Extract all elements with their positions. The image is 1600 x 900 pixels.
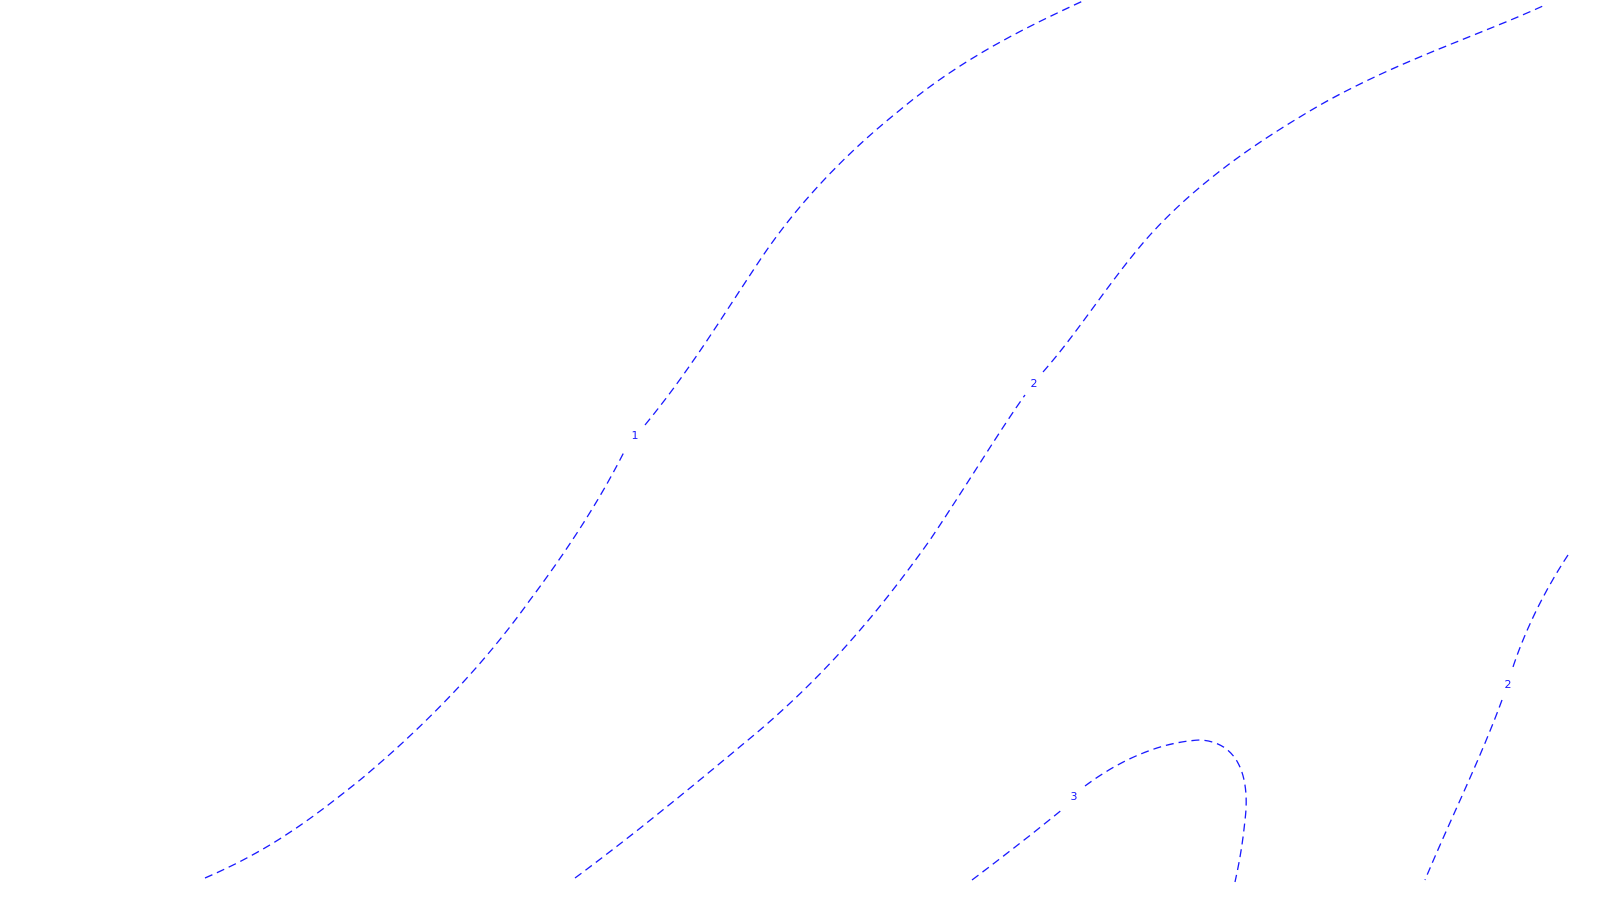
contour-path-2-right (1511, 554, 1569, 671)
contour-path-2 (574, 394, 1026, 879)
contour-label-2: 2 (1031, 377, 1038, 390)
contour-line-2: 2 (574, 4, 1546, 879)
contour-label-2-right: 2 (1505, 678, 1512, 691)
contour-path-3 (1084, 739, 1247, 883)
contour-path-3 (971, 807, 1065, 881)
contour-line-3: 3 (971, 739, 1247, 883)
contour-label-1: 1 (632, 429, 639, 442)
contour-line-2-right: 2 (1424, 554, 1569, 881)
contour-path-1 (204, 449, 626, 879)
contour-path-2-right (1424, 699, 1503, 881)
contour-line-1: 1 (204, 0, 1086, 879)
contour-path-2 (1042, 4, 1546, 373)
contour-label-3: 3 (1071, 790, 1078, 803)
